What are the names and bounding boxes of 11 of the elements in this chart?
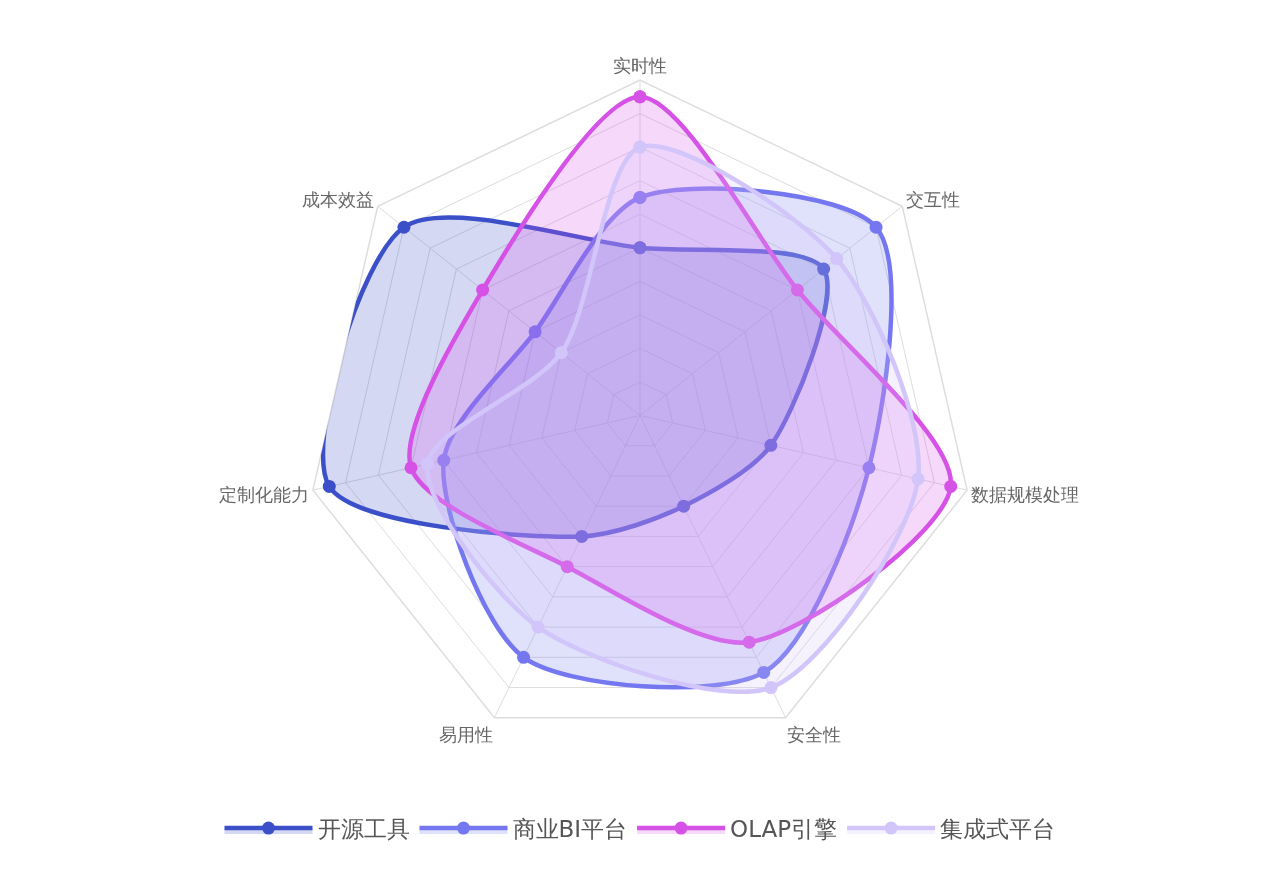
spoke-label: 易用性 — [438, 723, 493, 745]
spoke-label: 交互性 — [905, 189, 960, 211]
spoke-label: 成本效益 — [302, 189, 375, 211]
legend-label: OLAP引擎 — [730, 816, 838, 843]
legend-label: 开源工具 — [317, 816, 410, 843]
legend-label: 商业BI平台 — [512, 816, 628, 843]
spoke-label: 安全性 — [787, 723, 842, 745]
spoke-label: 定制化能力 — [218, 484, 309, 506]
spoke-label: 实时性 — [613, 55, 667, 77]
legend-label: 集成式平台 — [940, 816, 1056, 843]
spoke-label: 数据规模处理 — [971, 484, 1080, 506]
